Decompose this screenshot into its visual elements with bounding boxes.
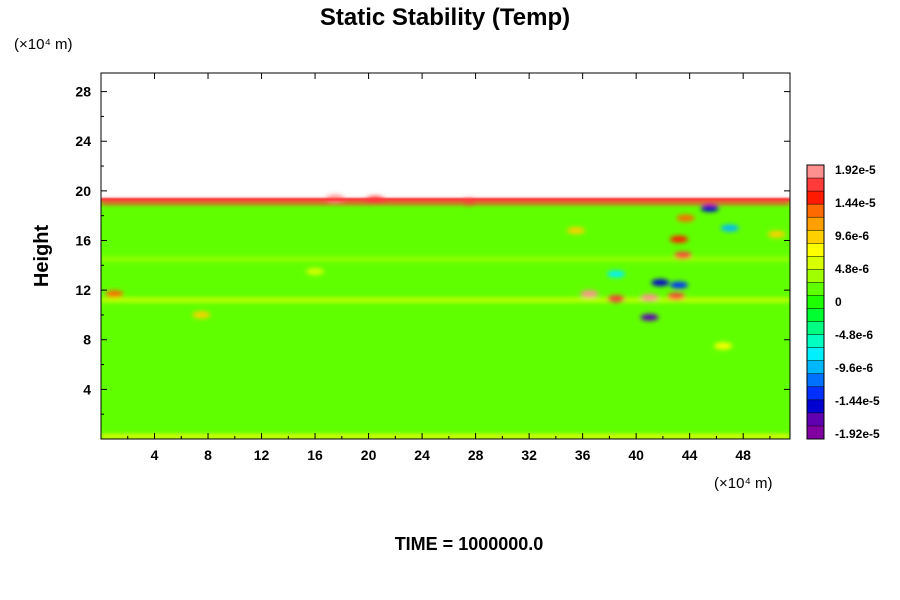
colorbar-swatch [807,217,824,231]
field-band-3 [101,257,790,262]
colorbar-tick-label: -4.8e-6 [835,328,873,342]
colorbar-swatch [807,256,824,270]
x-tick-label: 20 [361,447,377,463]
colorbar-swatch [807,412,824,427]
colorbar-tick-label: -1.44e-5 [835,394,880,408]
field-blob-21 [720,224,739,232]
field-base [101,199,790,439]
x-tick-label: 48 [735,447,751,463]
field-blob-24 [714,342,733,350]
y-tick-label: 16 [75,232,91,248]
colorbar-swatch [807,347,824,362]
colorbar-swatch [807,399,824,414]
x-tick-label: 40 [628,447,644,463]
colorbar-swatch [807,308,824,322]
field-blob-23 [767,230,786,238]
colorbar-swatch [807,373,824,388]
field-blob-20 [700,204,719,212]
y-axis: 4 8 12 16 20 24 28 [75,84,790,415]
colorbar-swatch [807,282,824,296]
chart-title: Static Stability (Temp) [320,4,570,31]
field-band-2 [101,298,790,303]
plot-frame [100,72,791,440]
field-band-0 [101,199,790,205]
y-tick-label: 8 [83,332,91,348]
colorbar-swatch [807,386,824,401]
field-blob-19 [676,214,695,222]
field-blob-22 [566,227,585,235]
field-blob-8 [192,311,211,319]
field-blob-14 [669,281,688,289]
field-blob-7 [105,290,124,298]
y-tick-label: 12 [75,282,91,298]
colorbar-tick-label: 1.44e-5 [835,196,876,210]
x-tick-label: 44 [682,447,698,463]
colorbar-tick-label: -1.92e-5 [835,427,880,441]
colorbar-swatch [807,204,824,218]
colorbar-swatch [807,321,824,335]
time-label: TIME = 1000000.0 [395,534,544,554]
field-blob-13 [651,279,670,287]
x-tick-label: 32 [521,447,537,463]
plot-area [101,73,790,439]
x-tick-label: 8 [204,447,212,463]
colorbar-swatch [807,191,824,205]
colorbar-frame [806,164,825,440]
x-axis-unit: (×10⁴ m) [714,475,773,492]
field-blob-18 [669,235,688,243]
x-tick-label: 4 [151,447,159,463]
colorbar-swatch [807,165,824,179]
colorbar-swatch [807,243,824,257]
colorbar-swatch [807,425,824,440]
y-tick-label: 24 [75,133,91,149]
field-blob-16 [607,270,626,278]
colorbar-swatch [807,360,824,375]
stability-field [101,194,790,439]
colorbar-tick-label: 0 [835,295,842,309]
field-blob-12 [667,292,686,300]
colorbar-swatch [807,334,824,348]
colorbar-tick-label: 1.92e-5 [835,163,876,177]
x-tick-label: 16 [307,447,323,463]
colorbar-swatch [807,230,824,244]
colorbar-tick-label: -9.6e-6 [835,361,873,375]
colorbar-swatch [807,295,824,309]
field-blob-10 [607,295,626,303]
x-tick-label: 12 [254,447,270,463]
colorbar-tick-label: 9.6e-6 [835,229,869,243]
colorbar-swatch [807,269,824,283]
x-axis: 4 8 12 16 20 24 28 32 36 40 44 48 [127,73,771,463]
field-blob-25 [306,268,325,276]
field-blob-17 [673,251,692,259]
field-top-edge [101,198,790,202]
y-tick-label: 20 [75,183,91,199]
y-axis-unit: (×10⁴ m) [14,36,73,53]
y-tick-label: 4 [83,381,91,397]
colorbar: 1.92e-5 1.44e-5 9.6e-6 4.8e-6 0 -4.8e-6 -9.6e-… [806,163,880,441]
y-axis-label: Height [31,225,53,288]
x-tick-label: 28 [468,447,484,463]
y-tick-label: 28 [75,84,91,100]
x-tick-label: 24 [414,447,430,463]
field-blob-15 [640,313,659,321]
colorbar-swatch [807,178,824,192]
field-blob-11 [640,294,659,302]
field-structures [101,194,790,439]
x-tick-label: 36 [575,447,591,463]
colorbar-tick-label: 4.8e-6 [835,262,869,276]
field-band-1 [101,434,790,439]
field-blob-9 [580,290,599,298]
